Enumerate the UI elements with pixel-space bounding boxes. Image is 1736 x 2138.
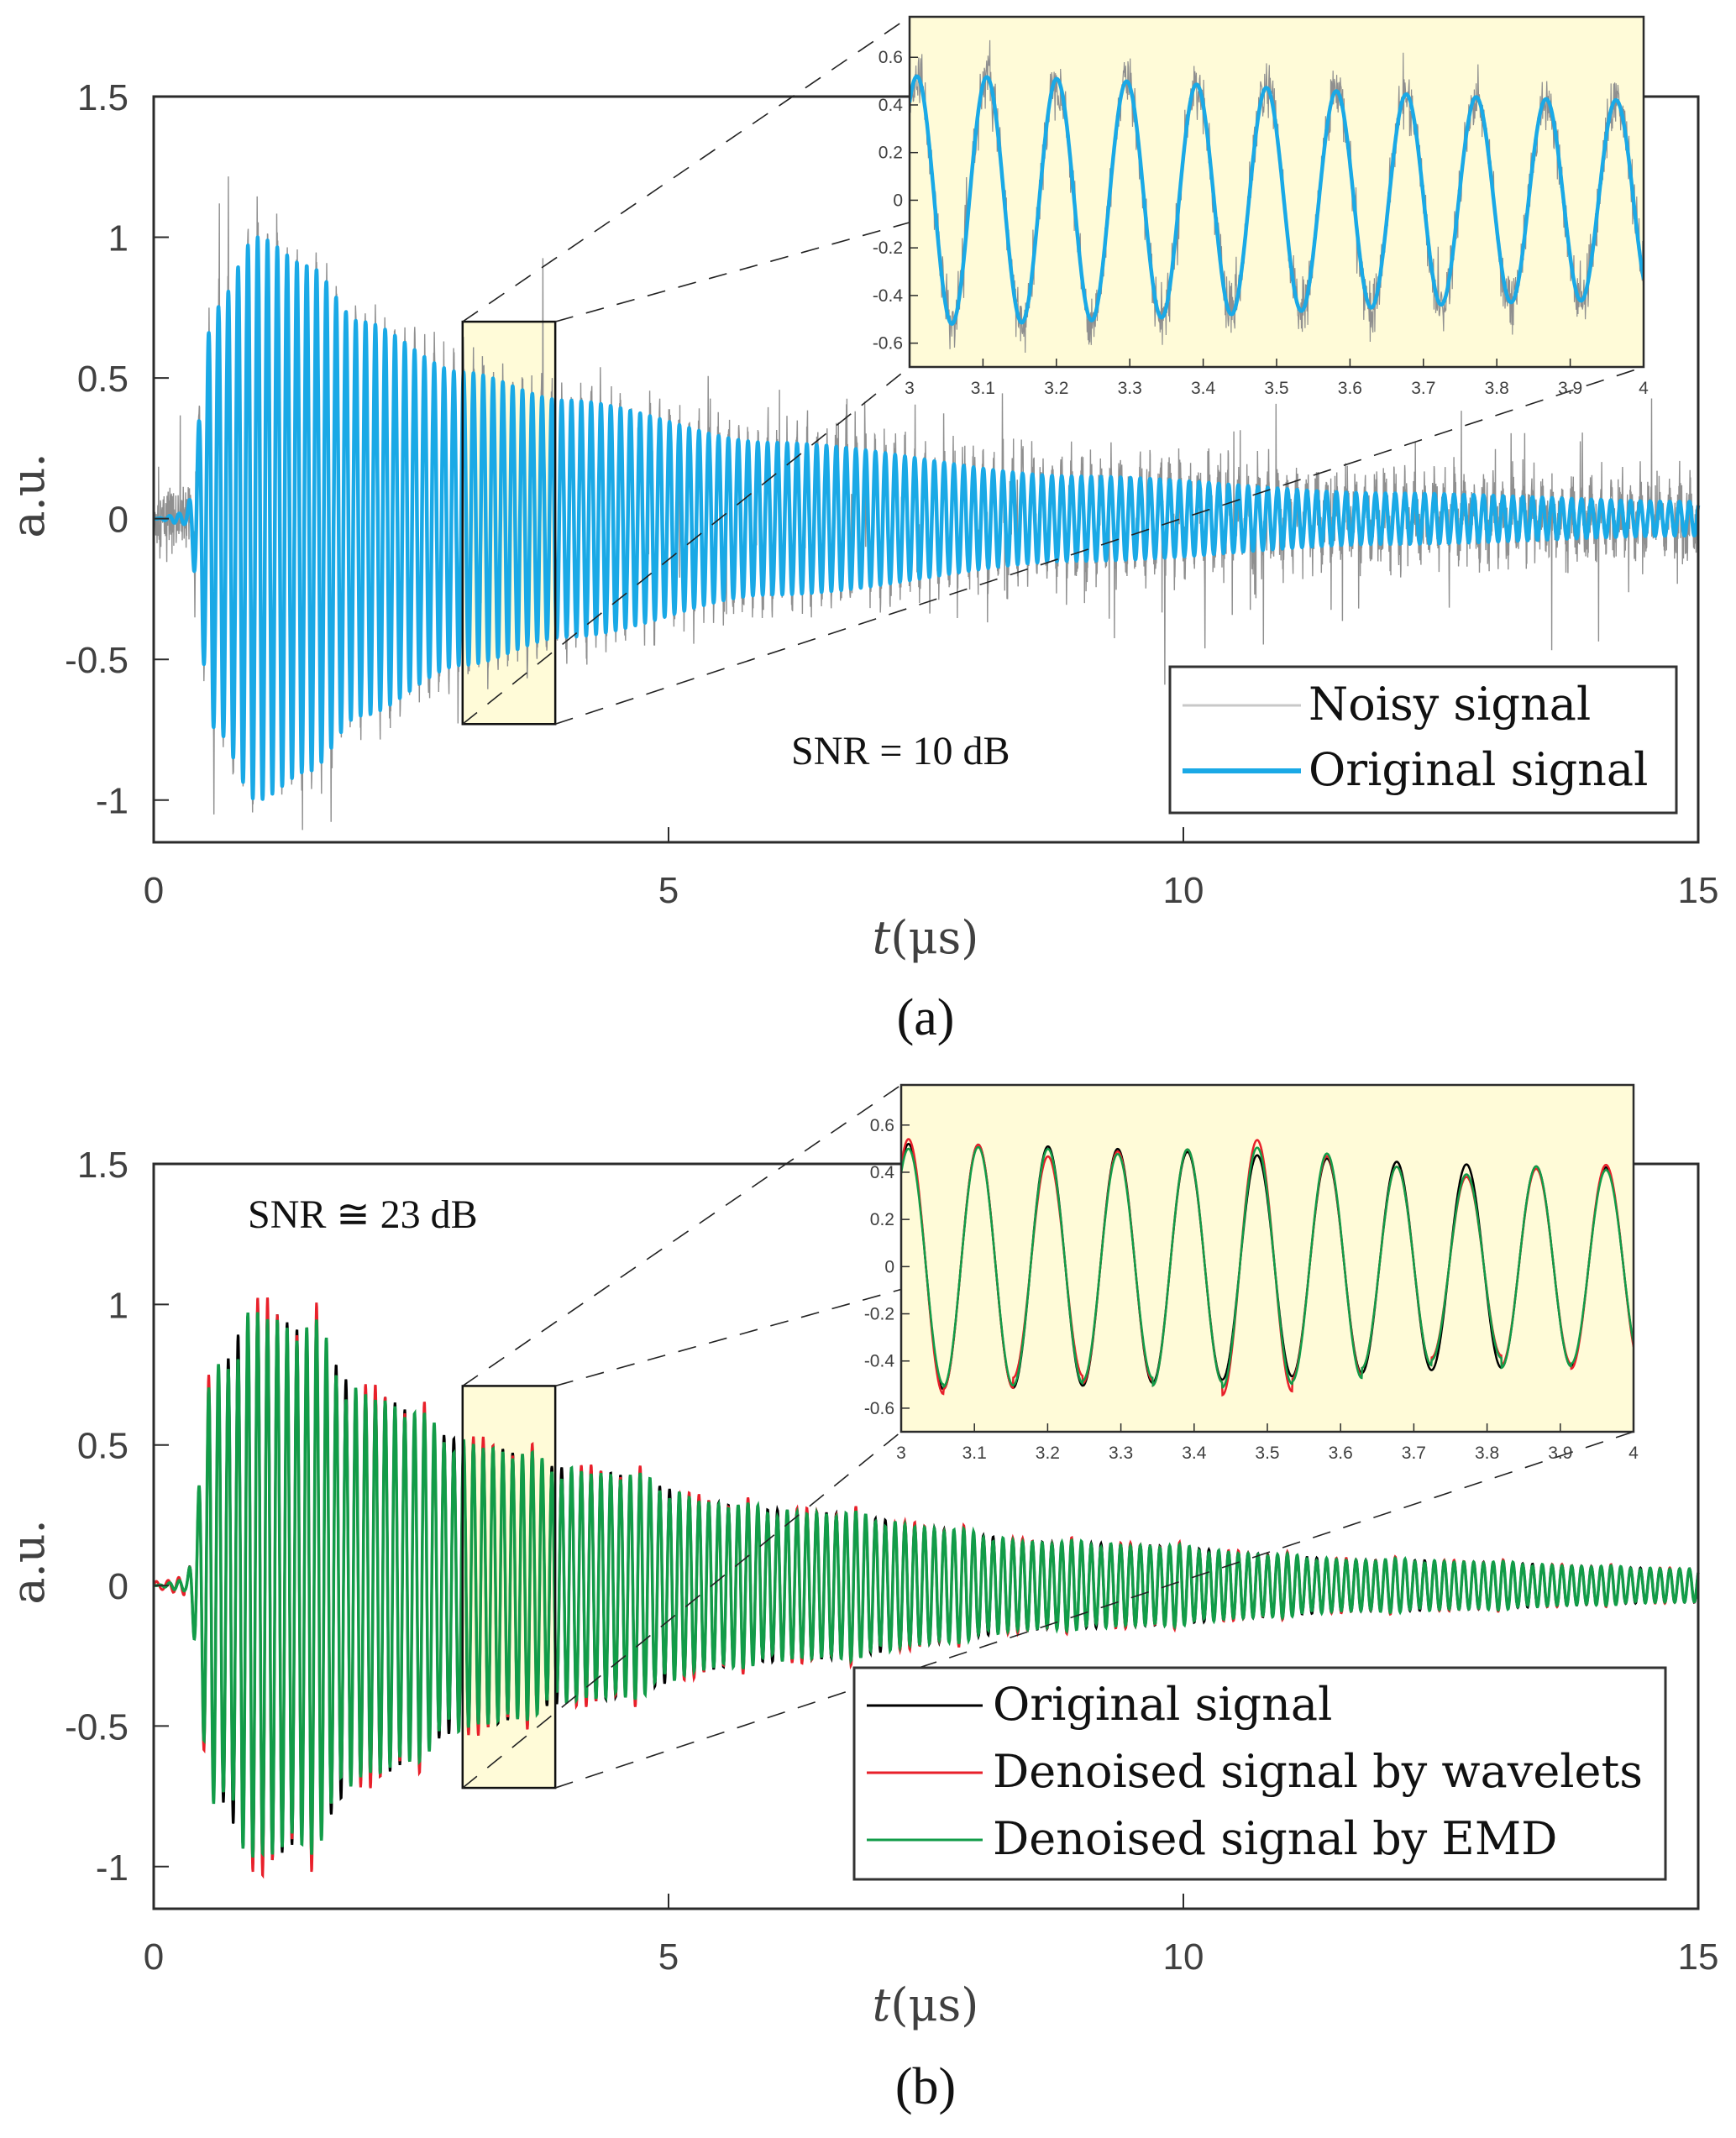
panel-a-legend-box: [1168, 665, 1678, 815]
inset-x-tick-label: 3: [896, 1444, 906, 1463]
legend-label-noisy: Noisy signal: [1309, 678, 1591, 731]
inset-y-tick-label: 0.4: [870, 1163, 895, 1182]
y-tick-label: -1: [96, 781, 128, 822]
panel-b-traces: [152, 1297, 1700, 1879]
inset-y-tick-label: -0.6: [864, 1399, 894, 1418]
inset-y-tick-label: -0.2: [873, 238, 903, 258]
panel-a-snr-annotation: SNR = 10 dB: [791, 729, 1010, 773]
inset-x-tick-label: 3.8: [1485, 379, 1509, 398]
original-signal-line: [152, 235, 1701, 801]
inset-y-tick-label: -0.2: [864, 1305, 894, 1324]
panel-b-snr-annotation: SNR ≅ 23 dB: [248, 1192, 478, 1237]
inset-y-tick-label: 0.2: [870, 1210, 894, 1229]
inset-x-tick-label: 3.6: [1338, 379, 1362, 398]
panel-a-ticks: 0 5 10 15 1.5 1 0.5 0 -0.5 -1: [65, 77, 1718, 911]
inset-x-tick-label: 3.8: [1475, 1444, 1499, 1463]
inset-y-tick-label: 0.2: [878, 144, 903, 163]
x-tick-label: 0: [144, 870, 164, 911]
inset-original-signal-line: [910, 74, 1644, 327]
inset-y-tick-label: -0.4: [873, 286, 904, 306]
inset-traces: [910, 39, 1644, 354]
x-tick-label: 15: [1678, 1936, 1719, 1978]
x-tick-label: 10: [1163, 1936, 1204, 1978]
panel-b: 0 5 10 15 1.5 1 0.5 0 -0.5 -1 3 3.1 3.2 3.3 3.4 3.5 3.6…: [2, 1083, 1718, 2115]
y-tick-label: 0.5: [77, 1426, 128, 1467]
panel-b-y-axis-label: a.u.: [2, 1519, 55, 1604]
inset-y-tick-label: 0: [893, 191, 903, 210]
panel-b-inset: 3 3.1 3.2 3.3 3.4 3.5 3.6 3.7 3.8 3.9 4 0.6 0.4 0.2 0 -…: [864, 1083, 1639, 1463]
panel-b-legend: Original signal Denoised signal by wavel…: [852, 1666, 1667, 1881]
inset-x-tick-label: 3.7: [1402, 1444, 1426, 1463]
panel-b-ticks: 0 5 10 15 1.5 1 0.5 0 -0.5 -1: [65, 1145, 1718, 1978]
inset-emd-denoised-line: [901, 1145, 1634, 1389]
legend-label-original: Original signal: [993, 1678, 1332, 1731]
panel-a-x-axis-label: t(μs): [873, 911, 979, 964]
panel-a-legend: Noisy signal Original signal: [1168, 665, 1678, 815]
y-tick-label: 0: [108, 1566, 128, 1607]
panel-a: 0 5 10 15 1.5 1 0.5 0 -0.5 -1 3 3.1 3.2 3.3 3.4 3.5 3.6…: [2, 15, 1718, 1046]
legend-label-wavelets: Denoised signal by wavelets: [993, 1745, 1643, 1798]
y-tick-label: 1.5: [77, 77, 128, 118]
x-tick-label: 10: [1163, 870, 1204, 911]
inset-y-tick-label: -0.6: [873, 334, 903, 354]
inset-x-tick-label: 3.2: [1044, 379, 1068, 398]
zoom-region-frame: [461, 320, 557, 726]
inset-x-tick-label: 3.5: [1255, 1444, 1279, 1463]
y-tick-label: -1: [96, 1847, 128, 1889]
panel-a-traces: [152, 176, 1701, 831]
x-tick-label: 5: [658, 870, 679, 911]
panel-b-x-axis-label: t(μs): [873, 1978, 979, 2031]
zoom-region-frame: [461, 1385, 557, 1790]
emd-denoised-line: [154, 1312, 1700, 1858]
y-tick-label: 1: [108, 218, 128, 259]
zoom-connector-line: [462, 16, 910, 322]
panel-b-legend-box: [852, 1666, 1667, 1881]
y-tick-label: 0.5: [77, 359, 128, 400]
y-tick-label: 1: [108, 1285, 128, 1326]
inset-y-tick-label: 0.4: [878, 96, 904, 115]
y-tick-label: 0: [108, 500, 128, 541]
inset-background: [901, 1085, 1634, 1432]
panel-a-y-axis-label: a.u.: [2, 453, 55, 537]
x-tick-label: 0: [144, 1936, 164, 1978]
inset-x-tick-label: 3.6: [1329, 1444, 1353, 1463]
y-tick-label: -0.5: [65, 640, 128, 681]
inset-x-tick-label: 3.4: [1191, 379, 1216, 398]
inset-x-tick-label: 3.5: [1264, 379, 1288, 398]
legend-label-emd: Denoised signal by EMD: [993, 1812, 1557, 1865]
inset-background: [910, 17, 1644, 367]
panel-a-inset: 3 3.1 3.2 3.3 3.4 3.5 3.6 3.7 3.8 3.9 4 0.6 0.4 0.2 0 -…: [873, 15, 1649, 398]
inset-x-tick-label: 4: [1639, 379, 1649, 398]
inset-x-tick-label: 3.7: [1411, 379, 1435, 398]
inset-x-tick-label: 3.2: [1036, 1444, 1060, 1463]
inset-x-tick-label: 3.9: [1558, 379, 1582, 398]
legend-label-original: Original signal: [1309, 743, 1648, 796]
inset-y-tick-label: -0.4: [864, 1352, 895, 1371]
x-tick-label: 5: [658, 1936, 679, 1978]
inset-x-tick-label: 3.1: [962, 1444, 987, 1463]
inset-x-tick-label: 3.4: [1182, 1444, 1207, 1463]
panel-a-label: (a): [897, 989, 955, 1046]
y-tick-label: 1.5: [77, 1145, 128, 1186]
inset-x-tick-label: 3.1: [971, 379, 995, 398]
panel-b-label: (b): [895, 2058, 956, 2115]
inset-x-tick-label: 3.3: [1109, 1444, 1133, 1463]
inset-x-tick-label: 3: [905, 379, 915, 398]
inset-y-tick-label: 0.6: [870, 1116, 894, 1135]
x-tick-label: 15: [1678, 870, 1719, 911]
inset-x-tick-label: 3.3: [1118, 379, 1142, 398]
inset-x-tick-label: 4: [1628, 1444, 1639, 1463]
y-tick-label: -0.5: [65, 1706, 128, 1748]
inset-y-tick-label: 0: [884, 1257, 894, 1276]
inset-y-tick-label: 0.6: [878, 48, 903, 67]
zoom-connector-line: [462, 1084, 902, 1387]
inset-traces: [901, 1138, 1634, 1397]
inset-x-tick-label: 3.9: [1548, 1444, 1572, 1463]
